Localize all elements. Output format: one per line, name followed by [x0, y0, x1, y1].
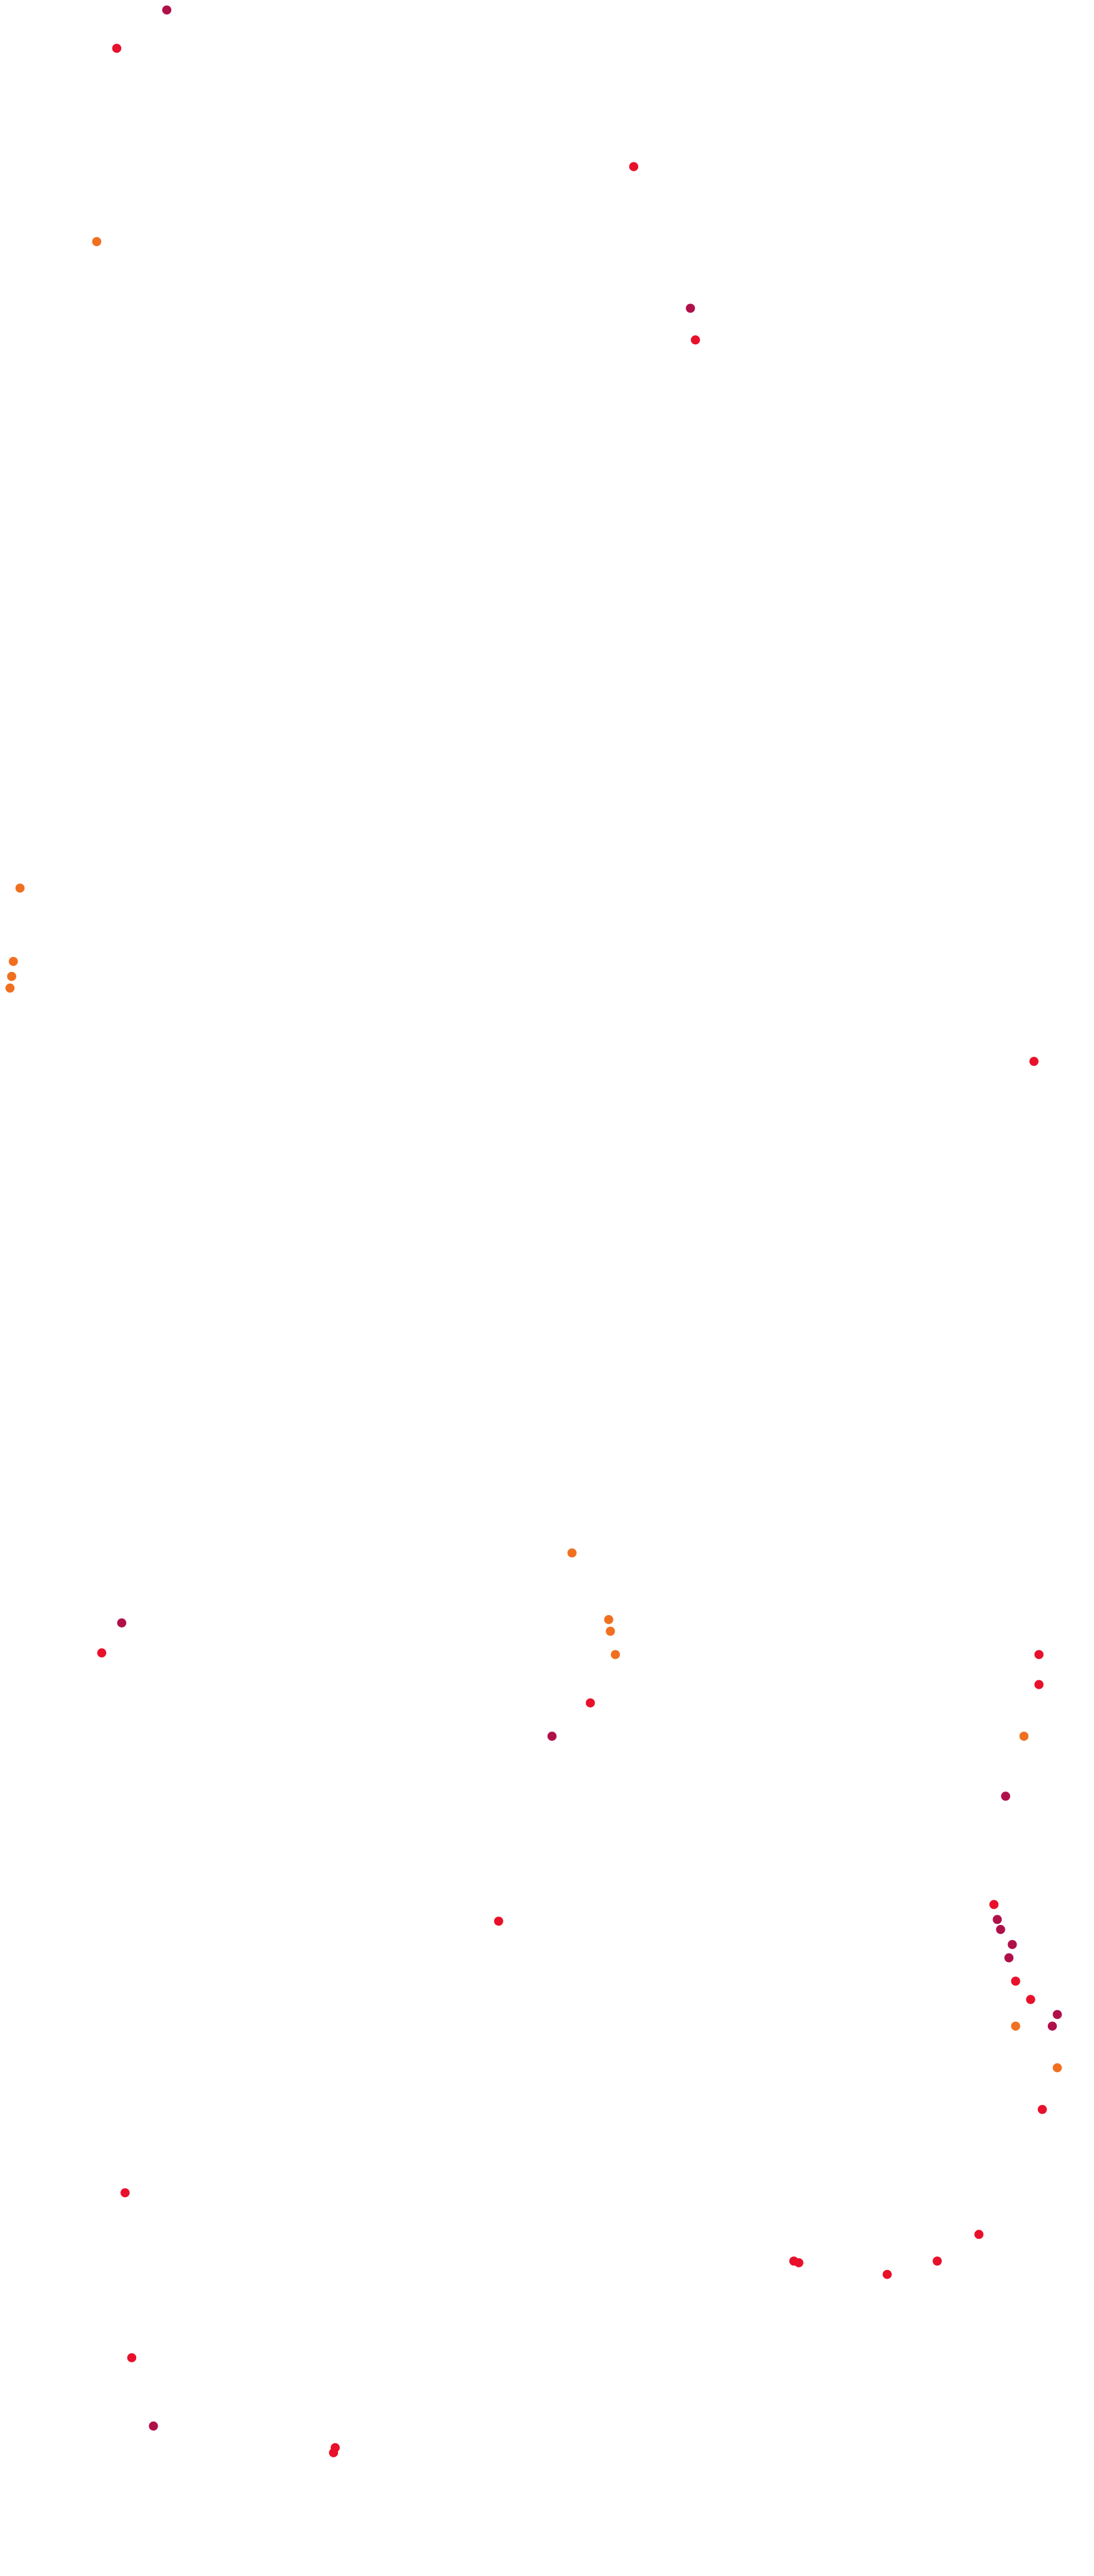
point — [1029, 1057, 1039, 1066]
point — [690, 335, 700, 345]
point — [585, 1698, 595, 1708]
point — [611, 1650, 620, 1659]
point — [794, 2258, 804, 2267]
point — [1034, 1650, 1044, 1659]
point — [567, 1548, 577, 1558]
point — [120, 2188, 130, 2198]
point — [629, 161, 639, 171]
point — [1011, 1976, 1020, 1986]
point — [882, 2269, 892, 2279]
point — [148, 2421, 158, 2431]
point — [494, 1917, 503, 1926]
point — [686, 303, 695, 313]
point — [1034, 1680, 1044, 1689]
point — [1001, 1792, 1011, 1801]
point — [547, 1732, 557, 1741]
point — [8, 956, 18, 966]
point — [5, 983, 15, 993]
point — [117, 1618, 126, 1627]
point — [1052, 2010, 1062, 2019]
point — [606, 1626, 615, 1636]
point — [7, 971, 16, 981]
point — [1037, 2105, 1047, 2114]
point — [1026, 1995, 1035, 2004]
point — [127, 2353, 137, 2362]
point — [97, 1648, 107, 1658]
point — [933, 2256, 942, 2266]
point — [1007, 1939, 1017, 1949]
point — [1052, 2063, 1062, 2073]
point — [329, 2448, 339, 2458]
point — [92, 237, 102, 247]
point — [1011, 2021, 1020, 2031]
point — [15, 883, 25, 893]
point — [1004, 1953, 1014, 1963]
point — [162, 5, 172, 15]
point — [1019, 1732, 1029, 1741]
point — [112, 44, 122, 53]
point — [992, 1915, 1002, 1924]
point — [604, 1614, 613, 1624]
point — [1047, 2021, 1057, 2031]
point — [996, 1924, 1005, 1934]
point — [974, 2230, 984, 2239]
point — [989, 1900, 999, 1909]
